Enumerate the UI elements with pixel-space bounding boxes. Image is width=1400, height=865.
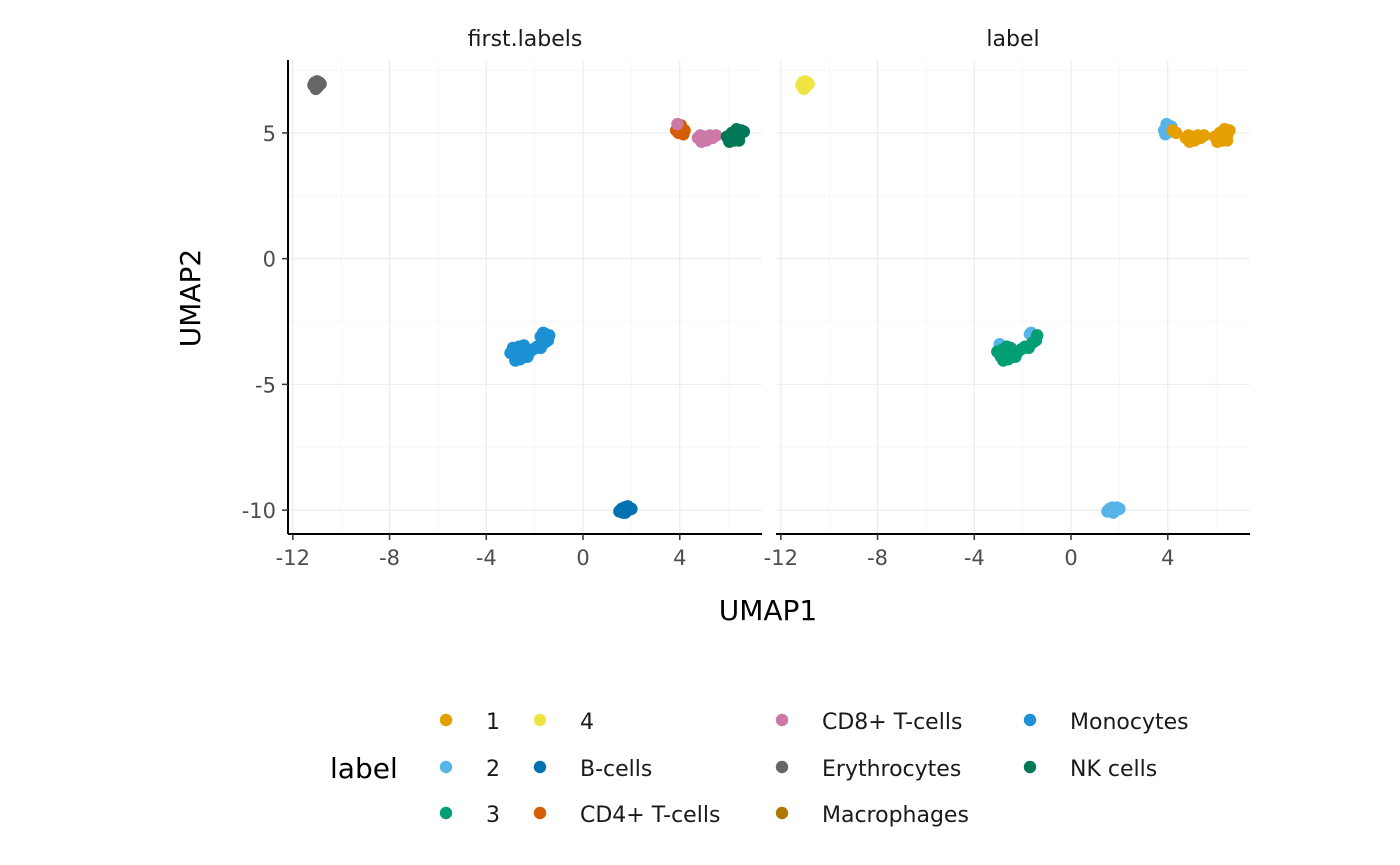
- facet-panel-2: label -12 -8 -4 0 4: [764, 27, 1250, 570]
- x-tick-label: 4: [673, 546, 686, 570]
- series-erythrocytes: [307, 75, 327, 96]
- legend-title: label: [330, 752, 398, 785]
- y-tick-label: -10: [242, 499, 276, 523]
- data-point: [616, 506, 630, 519]
- legend-key: [439, 713, 453, 727]
- legend-key: [533, 713, 547, 727]
- legend-item: Macrophages: [775, 803, 969, 828]
- legend-key: [1023, 760, 1037, 774]
- legend-item: Monocytes: [1023, 710, 1189, 735]
- x-tick-label: -12: [764, 546, 798, 570]
- legend: label 1 2 3 4 B-cells CD4+ T-cells CD8+ T-cell…: [330, 710, 1189, 828]
- y-tick-label: 5: [263, 122, 276, 146]
- legend-label: CD8+ T-cells: [822, 710, 962, 735]
- legend-label: 4: [580, 710, 594, 735]
- legend-key: [533, 760, 547, 774]
- data-point: [542, 329, 556, 342]
- legend-label: 3: [486, 803, 500, 828]
- series-nk-cells: [720, 122, 751, 148]
- legend-label: B-cells: [580, 757, 652, 782]
- series-4: [795, 75, 815, 96]
- data-point: [1194, 131, 1207, 145]
- legend-item: 1: [439, 710, 500, 735]
- x-tick-label: -4: [476, 546, 497, 570]
- data-point: [677, 127, 690, 141]
- series-cd8-t-cells: [671, 117, 723, 148]
- legend-label: 1: [486, 710, 500, 735]
- x-tick-label: -8: [867, 546, 888, 570]
- legend-item: 4: [533, 710, 594, 735]
- data-point: [671, 117, 684, 131]
- legend-key: [775, 760, 789, 774]
- data-point: [695, 135, 708, 148]
- legend-items: 1 2 3 4 B-cells CD4+ T-cells CD8+ T-cells Eryth…: [439, 710, 1189, 828]
- facet-panel-1: first.labels -12 -8 -4 0 4 5 0 -5 -10: [242, 27, 762, 570]
- series-1: [1166, 122, 1236, 148]
- x-tick-label: -12: [276, 546, 310, 570]
- x-tick-label: -4: [964, 546, 985, 570]
- legend-item: 2: [439, 757, 500, 782]
- legend-label: CD4+ T-cells: [580, 803, 720, 828]
- data-point: [515, 351, 528, 365]
- data-point: [506, 341, 520, 355]
- legend-label: Macrophages: [822, 803, 969, 828]
- data-point: [1030, 329, 1044, 342]
- x-tick-label: 0: [576, 546, 589, 570]
- facet-panels: first.labels -12 -8 -4 0 4 5 0 -5 -10 label -12 -8 -4…: [242, 27, 1250, 570]
- series-b-cells: [613, 500, 638, 519]
- series-3: [991, 329, 1044, 367]
- legend-item: Erythrocytes: [775, 757, 961, 782]
- legend-key: [439, 806, 453, 820]
- legend-item: NK cells: [1023, 757, 1157, 782]
- data-point: [1170, 126, 1183, 140]
- data-point: [517, 339, 530, 352]
- series-monocytes: [504, 326, 556, 367]
- legend-key: [775, 713, 789, 727]
- x-tick-label: 0: [1064, 546, 1077, 570]
- legend-key: [439, 760, 453, 774]
- legend-label: NK cells: [1070, 757, 1157, 782]
- data-point: [1220, 134, 1234, 147]
- data-point: [706, 131, 719, 145]
- data-point: [1183, 135, 1196, 148]
- data-point: [798, 75, 812, 88]
- legend-label: 2: [486, 757, 500, 782]
- x-axis-title: UMAP1: [719, 594, 818, 627]
- legend-key: [533, 806, 547, 820]
- data-point: [1113, 502, 1126, 516]
- data-point: [310, 75, 324, 88]
- legend-item: B-cells: [533, 757, 652, 782]
- data-point: [732, 134, 746, 147]
- legend-item: CD4+ T-cells: [533, 803, 720, 828]
- data-point: [994, 350, 1008, 363]
- x-tick-label: -8: [379, 546, 400, 570]
- series-2: [993, 117, 1178, 519]
- x-tick-label: 4: [1161, 546, 1174, 570]
- legend-key: [1023, 713, 1037, 727]
- y-axis-title: UMAP2: [174, 249, 207, 348]
- y-tick-label: -5: [255, 373, 276, 397]
- legend-item: CD8+ T-cells: [775, 710, 962, 735]
- facet-title: label: [986, 27, 1039, 52]
- legend-key: [775, 806, 789, 820]
- legend-label: Monocytes: [1070, 710, 1189, 735]
- facet-title: first.labels: [468, 27, 583, 52]
- y-tick-label: 0: [263, 248, 276, 272]
- legend-item: 3: [439, 803, 500, 828]
- legend-label: Erythrocytes: [822, 757, 961, 782]
- data-point: [1101, 505, 1114, 518]
